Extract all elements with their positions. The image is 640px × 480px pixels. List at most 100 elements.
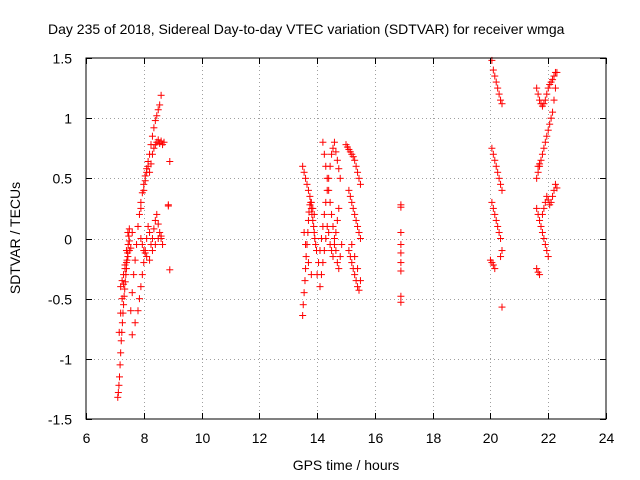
x-tick-label: 10 [195, 430, 211, 446]
data-point [325, 186, 333, 194]
data-point [346, 192, 354, 200]
data-point [537, 222, 545, 230]
data-point [333, 156, 341, 164]
data-point [348, 198, 356, 206]
data-point [151, 216, 159, 224]
data-point [540, 235, 548, 242]
x-tick-label: 6 [83, 430, 91, 446]
x-tick-label: 8 [141, 430, 149, 446]
data-point [533, 174, 541, 182]
data-point [543, 247, 551, 255]
data-point [306, 192, 314, 200]
data-point [488, 198, 496, 206]
data-point [329, 222, 337, 230]
data-point [336, 174, 344, 182]
data-point [311, 235, 319, 242]
data-point [157, 91, 165, 99]
data-point [345, 186, 353, 194]
data-point [351, 156, 359, 164]
data-point [354, 222, 362, 230]
data-point [549, 108, 557, 116]
data-point [310, 210, 318, 218]
data-point [498, 186, 506, 194]
data-point [397, 298, 405, 306]
data-point [299, 301, 307, 309]
data-point [352, 216, 360, 224]
y-tick-labels: -1.5 -1 -0.5 0 0.5 1 1.5 [48, 51, 72, 428]
data-point [330, 235, 338, 242]
data-point [492, 216, 500, 224]
data-point [544, 253, 552, 261]
data-point [301, 277, 309, 285]
data-point [536, 216, 544, 224]
data-point [495, 90, 503, 98]
data-point [541, 96, 549, 104]
data-point [141, 249, 149, 257]
data-point [150, 144, 158, 152]
data-point [120, 301, 128, 309]
data-point [134, 307, 142, 315]
data-point [164, 201, 172, 209]
data-point [317, 271, 325, 279]
data-point [489, 150, 497, 158]
data-point [549, 192, 557, 200]
data-point [147, 160, 155, 168]
data-point [498, 303, 506, 311]
data-point [157, 232, 165, 240]
data-point [351, 253, 359, 261]
data-point [551, 68, 559, 76]
data-point [140, 180, 148, 188]
data-point [356, 180, 364, 188]
data-point [141, 177, 149, 185]
data-point [549, 76, 557, 84]
data-point [495, 228, 503, 236]
data-point [121, 265, 129, 273]
data-point [118, 319, 126, 327]
data-point [125, 232, 133, 240]
data-point [349, 204, 357, 212]
data-point [397, 203, 405, 211]
data-point [116, 373, 124, 381]
data-point [338, 241, 346, 249]
data-point [540, 204, 548, 212]
data-point [355, 228, 363, 236]
data-point [125, 237, 133, 245]
data-point [489, 204, 497, 212]
data-point [325, 228, 333, 236]
data-point [329, 144, 337, 152]
data-point [299, 162, 307, 170]
data-point [144, 222, 152, 230]
data-point [534, 90, 542, 98]
data-point [534, 168, 542, 176]
data-point [356, 235, 364, 242]
data-point [533, 204, 541, 212]
data-point [536, 271, 544, 279]
x-tick-label: 18 [426, 430, 442, 446]
data-point [550, 72, 558, 80]
x-tick-label: 16 [368, 430, 384, 446]
data-point [154, 106, 162, 114]
data-point [140, 259, 148, 267]
data-point [154, 220, 162, 228]
data-point [354, 265, 362, 273]
data-point [330, 138, 338, 146]
data-point [307, 198, 315, 206]
data-point [546, 120, 554, 128]
data-point [154, 136, 162, 144]
data-point [131, 256, 139, 264]
data-point [151, 117, 159, 125]
data-point [148, 150, 156, 158]
data-point [131, 319, 139, 327]
data-point [140, 186, 148, 194]
data-point [497, 180, 505, 188]
data-point [326, 198, 334, 206]
data-points [114, 56, 561, 401]
x-tick-label: 22 [541, 430, 557, 446]
data-point [117, 337, 125, 345]
y-tick-label: -1.5 [48, 412, 72, 428]
data-point [117, 283, 125, 291]
data-point [127, 244, 135, 252]
data-point [124, 253, 132, 261]
data-point [538, 228, 546, 236]
